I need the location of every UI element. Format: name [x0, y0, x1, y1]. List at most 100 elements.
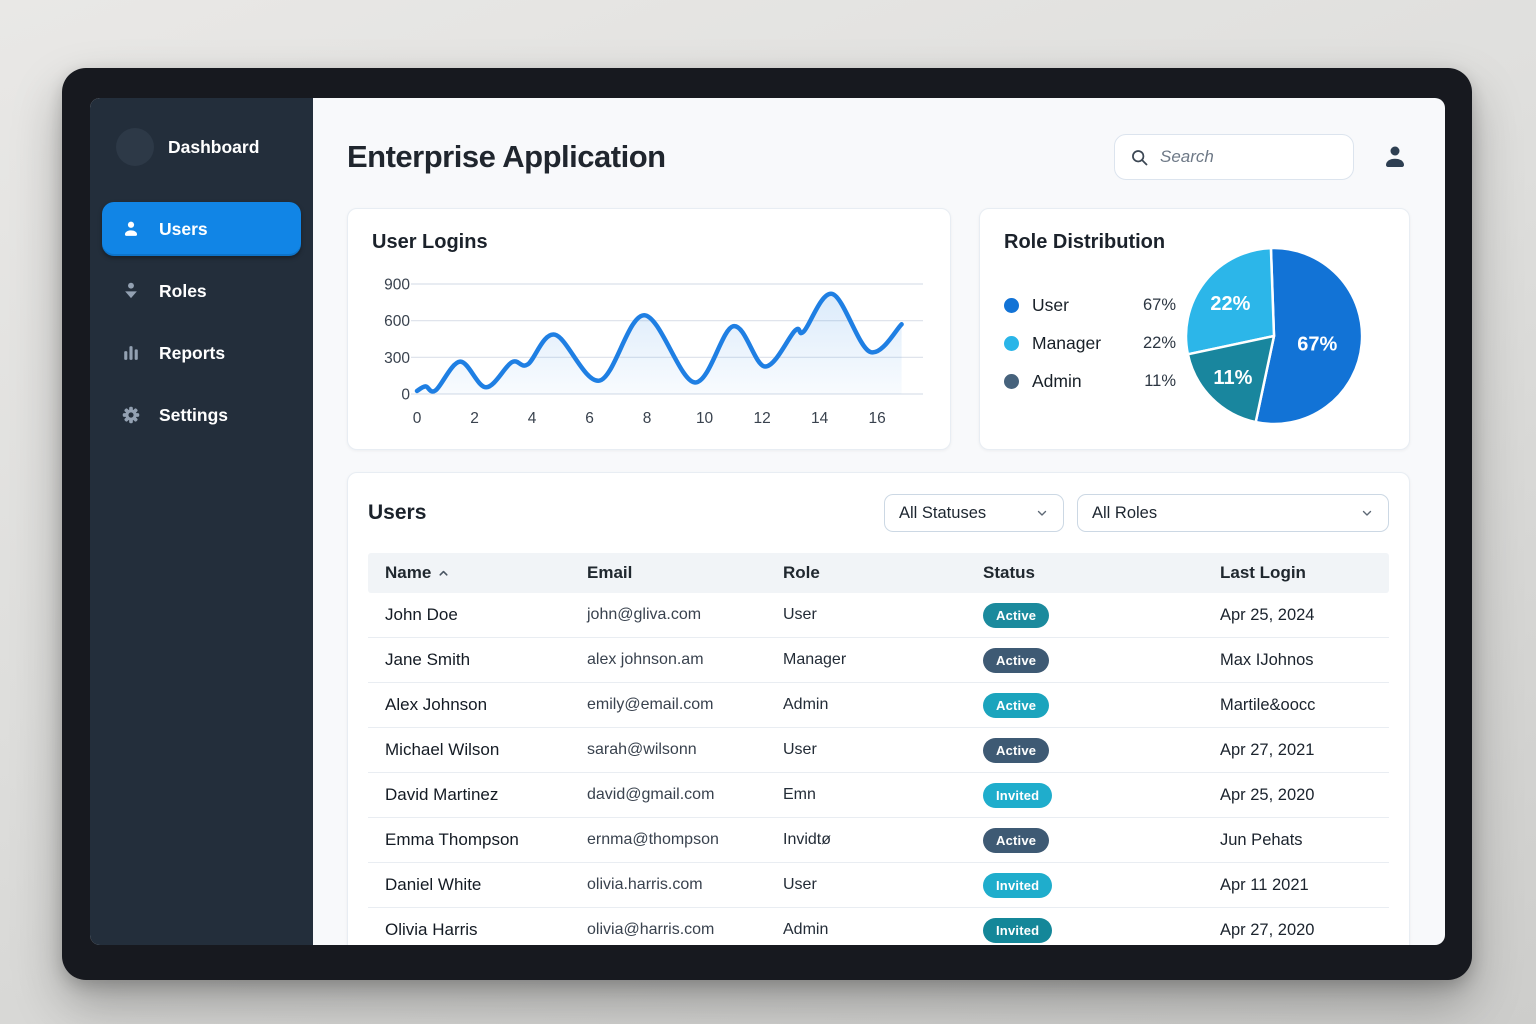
status-filter-select[interactable]: All Statuses	[884, 494, 1064, 532]
table-row[interactable]: Jane Smith alex johnson.am Manager Activ…	[368, 638, 1389, 683]
legend-label: User	[1032, 294, 1069, 315]
status-badge: Active	[983, 647, 1050, 673]
cell-name: David Martinez	[385, 785, 499, 804]
table-body: John Doe john@gliva.com User Active Apr …	[368, 593, 1389, 945]
search-box[interactable]	[1114, 134, 1354, 180]
role-distribution-card: Role Distribution User 67% Manager 22% A…	[979, 208, 1410, 450]
pie-chart-title: Role Distribution	[1004, 231, 1166, 253]
sidebar-item-roles[interactable]: Roles	[102, 264, 301, 318]
svg-text:900: 900	[384, 277, 410, 294]
main-header: Enterprise Application	[347, 134, 1410, 180]
search-input[interactable]	[1160, 147, 1339, 167]
cell-status: Active	[983, 647, 1220, 673]
sidebar-dashboard-label: Dashboard	[168, 136, 260, 157]
legend-color-dot	[1004, 297, 1019, 313]
cell-name: Michael Wilson	[385, 740, 500, 759]
sidebar-item-users[interactable]: Users	[102, 202, 301, 256]
sidebar-item-label: Users	[159, 218, 208, 239]
cell-email: john@gliva.com	[587, 606, 702, 623]
pie-legend: User 67% Manager 22% Admin 11%	[1004, 286, 1176, 400]
cell-email: olivia.harris.com	[587, 876, 703, 893]
column-header-label: Email	[587, 563, 633, 582]
roles-icon	[119, 279, 143, 303]
avatar	[116, 128, 154, 166]
role-distribution-pie-chart: 67% 22% 11%	[1184, 246, 1364, 426]
svg-text:11%: 11%	[1213, 367, 1252, 389]
svg-text:12: 12	[753, 410, 770, 427]
main-content: Enterprise Application	[313, 98, 1445, 945]
cell-email: olivia@harris.com	[587, 921, 715, 938]
gear-icon	[119, 403, 143, 427]
role-filter-select[interactable]: All Roles	[1077, 494, 1389, 532]
status-badge: Invited	[983, 917, 1053, 943]
users-section-title: Users	[368, 501, 427, 524]
column-header-email[interactable]: Email	[587, 563, 783, 583]
sidebar-item-label: Reports	[159, 342, 226, 363]
table-row[interactable]: Olivia Harris olivia@harris.com Admin In…	[368, 908, 1389, 945]
cell-status: Active	[983, 602, 1220, 628]
device-frame: Dashboard Users Roles Reports Settings E…	[62, 68, 1472, 980]
cell-status: Active	[983, 692, 1220, 718]
cell-role: User	[783, 741, 817, 758]
table-row[interactable]: Alex Johnson emily@email.com Admin Activ…	[368, 683, 1389, 728]
legend-item-admin: Admin 11%	[1004, 362, 1176, 400]
cell-last-login: Martile&oocc	[1220, 695, 1316, 714]
sidebar: Dashboard Users Roles Reports Settings	[90, 98, 313, 945]
cell-last-login: Apr 25, 2020	[1220, 785, 1315, 804]
svg-text:300: 300	[384, 350, 410, 367]
cell-status: Active	[983, 827, 1220, 853]
legend-value: 22%	[1142, 333, 1176, 352]
svg-text:6: 6	[585, 410, 594, 427]
table-row[interactable]: Daniel White olivia.harris.com User Invi…	[368, 863, 1389, 908]
cell-role: User	[783, 876, 817, 893]
users-table-card: Users All Statuses All Roles	[347, 472, 1410, 945]
column-header-label: Last Login	[1220, 563, 1306, 582]
cell-name: Emma Thompson	[385, 830, 519, 849]
cell-name: Olivia Harris	[385, 920, 478, 939]
legend-value: 11%	[1144, 371, 1176, 390]
app-window: Dashboard Users Roles Reports Settings E…	[90, 98, 1445, 945]
line-chart-title: User Logins	[372, 231, 488, 253]
user-icon	[119, 217, 143, 241]
page-title: Enterprise Application	[347, 139, 666, 174]
svg-text:0: 0	[401, 387, 410, 404]
status-badge: Active	[983, 602, 1050, 628]
legend-label: Manager	[1032, 332, 1102, 353]
cell-last-login: Apr 11 2021	[1220, 875, 1309, 894]
table-column-headers: Name Email Role Status Last Login	[368, 553, 1389, 593]
sidebar-item-settings[interactable]: Settings	[102, 388, 301, 442]
cell-name: Daniel White	[385, 875, 482, 894]
cell-status: Invited	[983, 872, 1220, 898]
svg-text:14: 14	[811, 410, 829, 427]
table-row[interactable]: John Doe john@gliva.com User Active Apr …	[368, 593, 1389, 638]
svg-text:8: 8	[643, 410, 652, 427]
user-logins-card: User Logins 0 300 600 900 0 2 4 6 8 10 12 14 16	[347, 208, 951, 450]
user-logins-line-chart: 0 300 600 900 0 2 4 6 8 10 12 14 16	[384, 277, 923, 427]
cell-status: Active	[983, 737, 1220, 763]
role-filter-value: All Roles	[1092, 503, 1158, 522]
column-header-status[interactable]: Status	[983, 563, 1220, 583]
sidebar-nav: Users Roles Reports Settings	[102, 202, 301, 450]
cell-last-login: Jun Pehats	[1220, 830, 1303, 849]
search-icon	[1129, 147, 1150, 168]
svg-text:22%: 22%	[1210, 293, 1250, 315]
status-badge: Active	[983, 737, 1050, 763]
svg-text:600: 600	[384, 313, 410, 330]
table-row[interactable]: David Martinez david@gmail.com Emn Invit…	[368, 773, 1389, 818]
cell-last-login: Apr 25, 2024	[1220, 605, 1315, 624]
column-header-role[interactable]: Role	[783, 563, 983, 583]
sidebar-item-dashboard[interactable]: Dashboard	[102, 128, 301, 166]
user-profile-icon[interactable]	[1380, 142, 1410, 172]
table-row[interactable]: Emma Thompson ernma@thompson Invidtø Act…	[368, 818, 1389, 863]
cell-name: John Doe	[385, 605, 458, 624]
table-row[interactable]: Michael Wilson sarah@wilsonn User Active…	[368, 728, 1389, 773]
column-header-name[interactable]: Name	[385, 563, 587, 583]
users-table-header: Users All Statuses All Roles	[368, 493, 1389, 533]
sidebar-item-reports[interactable]: Reports	[102, 326, 301, 380]
cell-role: Admin	[783, 921, 829, 938]
sort-caret-up-icon	[437, 567, 450, 580]
cell-role: Admin	[783, 696, 829, 713]
svg-text:0: 0	[413, 410, 422, 427]
cell-role: User	[783, 606, 817, 623]
column-header-last-login[interactable]: Last Login	[1220, 563, 1389, 583]
